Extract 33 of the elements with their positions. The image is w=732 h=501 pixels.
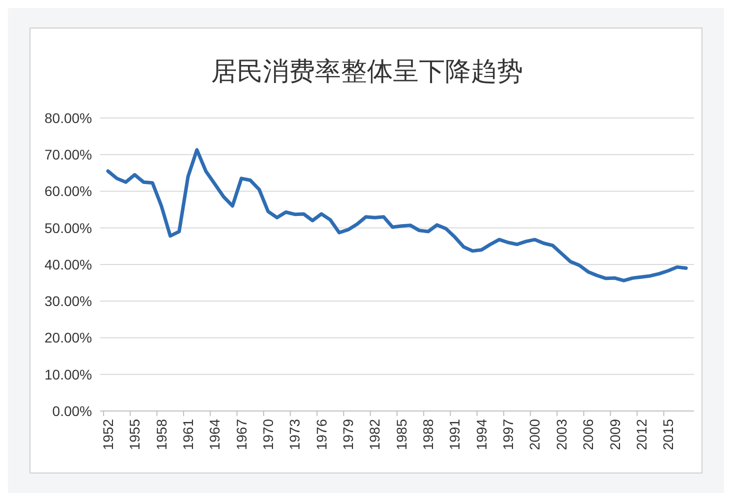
x-tick-label: 1991 bbox=[446, 418, 463, 450]
x-tick-label: 1979 bbox=[340, 418, 356, 450]
x-tick-label: 2006 bbox=[580, 418, 596, 450]
x-tick-label: 1955 bbox=[126, 418, 143, 450]
y-tick-label: 70.00% bbox=[44, 146, 92, 163]
x-tick-label: 1967 bbox=[233, 418, 250, 450]
x-tick-label: 2015 bbox=[660, 418, 676, 450]
y-tick-label: 40.00% bbox=[44, 256, 92, 272]
x-tick-label: 1982 bbox=[366, 418, 383, 450]
x-tick-label: 1961 bbox=[180, 418, 196, 450]
x-tick-label: 1976 bbox=[313, 418, 330, 450]
chart-title: 居民消费率整体呈下降趋势 bbox=[211, 56, 523, 86]
line-series bbox=[106, 148, 688, 282]
x-tick-label: 1970 bbox=[260, 418, 276, 450]
y-tick-label: 0.00% bbox=[52, 402, 92, 419]
y-tick-label: 60.00% bbox=[44, 183, 92, 200]
x-tick-label: 1958 bbox=[153, 418, 170, 450]
y-tick-label: 50.00% bbox=[44, 220, 92, 236]
x-tick-label: 1952 bbox=[100, 418, 116, 450]
x-tick-label: 2012 bbox=[633, 418, 650, 450]
y-tick-label: 80.00% bbox=[44, 110, 92, 126]
y-tick-label: 30.00% bbox=[44, 293, 92, 310]
y-tick-label: 10.00% bbox=[44, 366, 92, 382]
x-tick-label: 1964 bbox=[206, 418, 223, 450]
x-tick-label: 1997 bbox=[500, 418, 516, 450]
x-tick-label: 1988 bbox=[420, 418, 436, 450]
x-tick-label: 2009 bbox=[606, 418, 623, 450]
x-tick-label: 1994 bbox=[473, 418, 490, 450]
x-tick-label: 1973 bbox=[286, 418, 303, 450]
x-tick-label: 2000 bbox=[526, 418, 543, 450]
x-tick-label: 2003 bbox=[553, 418, 570, 450]
x-tick-label: 1985 bbox=[393, 418, 410, 450]
y-tick-label: 20.00% bbox=[44, 330, 92, 346]
